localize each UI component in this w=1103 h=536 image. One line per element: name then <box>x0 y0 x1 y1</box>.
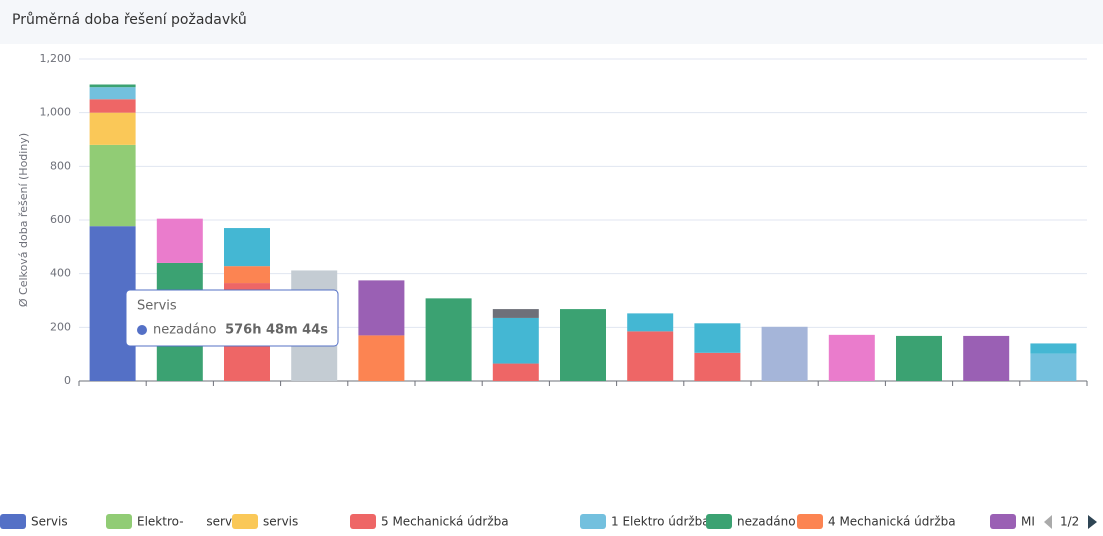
bar-segment <box>627 331 674 381</box>
legend-label: MI <box>1021 515 1035 529</box>
bar-segment <box>761 326 808 381</box>
legend-swatch <box>706 514 732 529</box>
bar-segment <box>1030 353 1077 381</box>
bar-segment <box>156 218 203 263</box>
legend-label: nezadáno <box>737 515 796 529</box>
legend-swatch <box>580 514 606 529</box>
legend-swatch <box>0 514 26 529</box>
legend-label: 1 Elektro údržba <box>611 515 710 529</box>
legend-next[interactable] <box>1088 515 1097 529</box>
bar-segment <box>492 317 539 364</box>
legend-page: 1/2 <box>1060 515 1079 529</box>
legend-label: Elektro- servis <box>137 515 242 529</box>
bar-segment <box>224 266 270 284</box>
tooltip-value: 576h 48m 44s <box>225 323 328 338</box>
legend-swatch <box>350 514 376 529</box>
bar-segment <box>89 84 136 88</box>
y-tick-label: 800 <box>50 159 71 172</box>
y-tick-label: 1,000 <box>40 106 72 119</box>
bar-segment <box>492 363 539 381</box>
legend-label: Servis <box>31 515 68 529</box>
bar-segment <box>89 144 136 227</box>
legend-label: servis <box>263 515 298 529</box>
y-axis-label: Ø Celková doba řešení (Hodiny) <box>17 133 30 307</box>
legend-label: 5 Mechanická údržba <box>381 515 509 529</box>
bar-segment <box>1030 343 1077 354</box>
bar-segment <box>560 309 606 381</box>
legend-swatch <box>990 514 1016 529</box>
chart-title: Průměrná doba řešení požadavků <box>12 12 247 28</box>
legend-swatch <box>106 514 132 529</box>
bar-segment <box>358 335 405 381</box>
bar-segment <box>694 323 741 353</box>
legend: Servis Elektro- servis servis 5 Mechanická … <box>0 505 1103 536</box>
bar-segment <box>963 335 1010 381</box>
tooltip-dot <box>137 325 147 335</box>
bar-segment <box>89 112 136 145</box>
y-tick-label: 200 <box>50 320 71 333</box>
legend-label: 4 Mechanická údržba <box>828 515 956 529</box>
y-tick-label: 400 <box>50 267 71 280</box>
tooltip-title: Servis <box>137 299 177 314</box>
header <box>0 0 1103 44</box>
tooltip-box <box>125 289 339 347</box>
legend-swatch <box>797 514 823 529</box>
bar-segment <box>89 87 136 100</box>
tooltip-series: nezadáno <box>153 323 216 338</box>
tooltip: Servis nezadáno 576h 48m 44s <box>125 289 339 347</box>
bar-segment <box>694 352 741 381</box>
legend-prev[interactable] <box>1044 515 1052 529</box>
bar-segment <box>425 298 472 381</box>
bar-segment <box>224 228 270 267</box>
bar-segment <box>358 280 405 336</box>
bar-segment <box>828 334 875 381</box>
y-tick-label: 1,200 <box>40 52 72 65</box>
y-tick-label: 600 <box>50 213 71 226</box>
bar-segment <box>89 99 136 113</box>
bar-segment <box>492 309 539 318</box>
y-tick-label: 0 <box>64 374 71 387</box>
bar-segment <box>627 313 674 332</box>
bar-segment <box>896 335 942 381</box>
legend-swatch <box>232 514 258 529</box>
